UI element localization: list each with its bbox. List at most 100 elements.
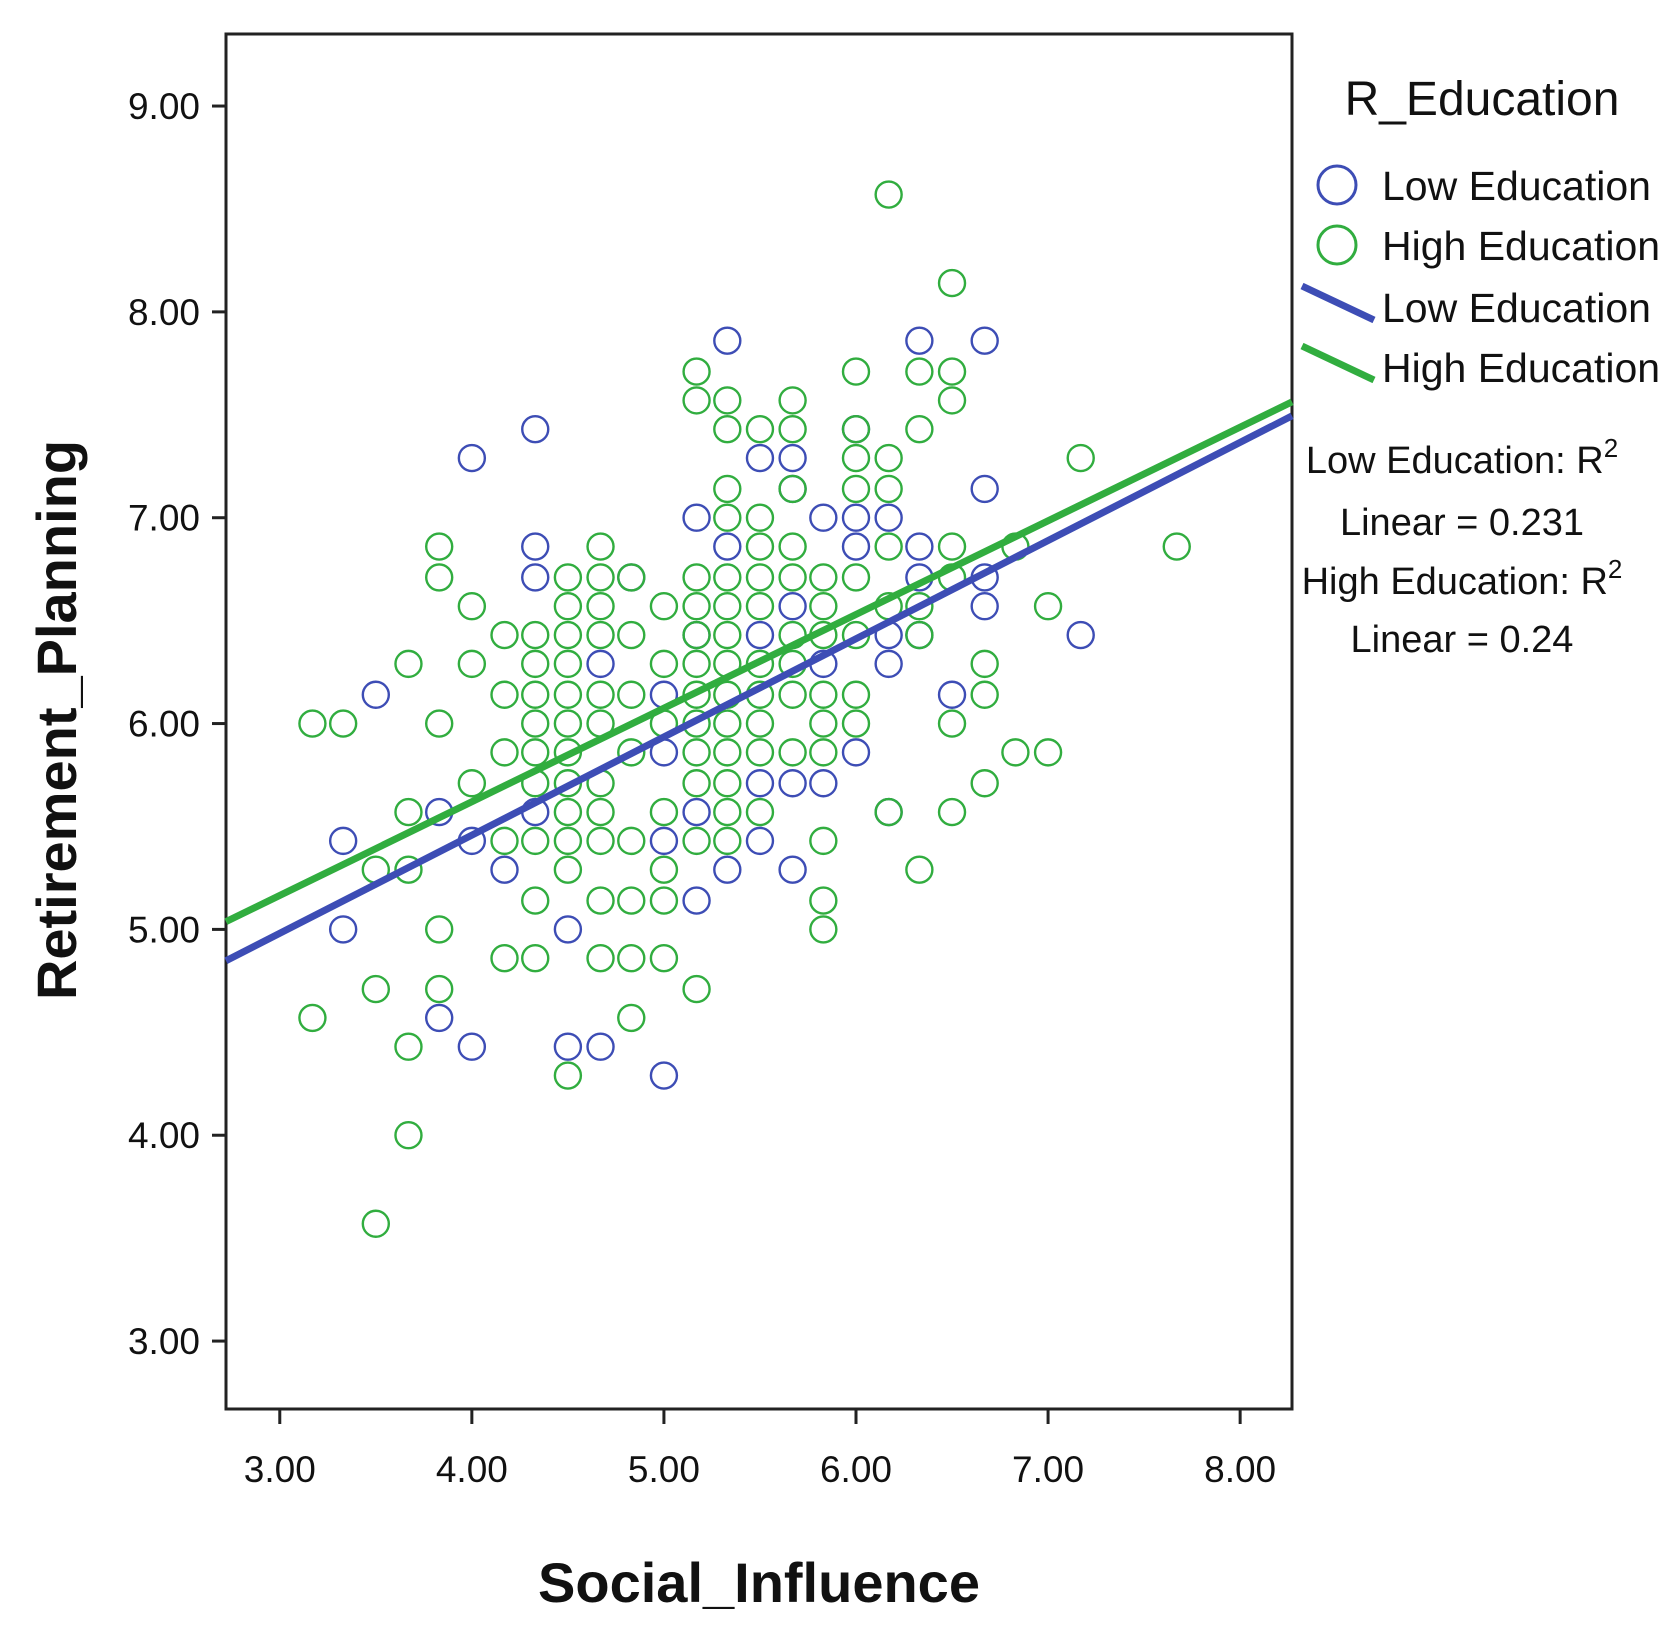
high-education-point — [521, 826, 550, 856]
high-education-point — [745, 415, 775, 444]
high-education-point — [553, 680, 583, 709]
high-education-point — [490, 826, 519, 856]
high-education-point — [682, 357, 711, 386]
high-education-point — [874, 797, 903, 827]
high-education-point — [649, 649, 679, 679]
high-education-point — [713, 738, 742, 767]
high-education-point — [713, 826, 742, 856]
high-education-point — [682, 738, 711, 767]
high-education-point — [713, 415, 742, 444]
high-education-point — [937, 357, 967, 386]
low-education-point — [682, 797, 711, 827]
high-education-point — [553, 563, 583, 592]
high-education-point — [745, 709, 775, 738]
low-education-point — [905, 326, 934, 355]
high-education-point — [713, 474, 742, 504]
high-education-point — [713, 797, 742, 827]
high-education-point — [937, 386, 967, 415]
low-education-point — [361, 680, 391, 709]
low-education-point — [905, 532, 934, 561]
high-education-point — [617, 1003, 646, 1033]
high-education-point — [521, 620, 550, 650]
low-education-point — [778, 443, 807, 473]
high-education-point — [778, 680, 807, 709]
low-education-point — [553, 915, 583, 944]
low-education-point — [809, 503, 838, 532]
high-education-point — [809, 915, 838, 944]
high-education-point — [425, 532, 454, 561]
low-education-point — [970, 326, 999, 355]
high-education-point — [425, 709, 454, 738]
high-education-point — [713, 709, 742, 738]
high-education-point — [298, 1003, 327, 1033]
high-education-point — [778, 415, 807, 444]
low-education-point — [553, 1032, 583, 1061]
high-education-point — [682, 563, 711, 592]
high-education-point — [905, 592, 934, 621]
high-education-point — [682, 592, 711, 621]
high-education-point — [841, 680, 871, 709]
y-tick-label: 4.00 — [128, 1115, 200, 1156]
high-education-point — [713, 769, 742, 798]
high-education-point — [649, 797, 679, 827]
high-education-point — [905, 357, 934, 386]
high-education-point — [521, 944, 550, 973]
high-education-point — [745, 592, 775, 621]
high-education-point — [713, 563, 742, 592]
high-education-point — [394, 797, 423, 827]
y-tick-label: 7.00 — [128, 498, 200, 539]
high-education-point — [617, 738, 646, 767]
high-education-point — [649, 944, 679, 973]
low-education-point — [778, 769, 807, 798]
high-education-point — [521, 709, 550, 738]
high-education-point — [970, 649, 999, 679]
high-education-point — [425, 974, 454, 1004]
high-education-point — [361, 974, 391, 1004]
high-education-point — [586, 620, 615, 650]
legend-label-high-marker: High Education — [1382, 223, 1660, 269]
high-education-point — [841, 443, 871, 473]
low-education-point — [713, 326, 742, 355]
low-education-point — [586, 649, 615, 679]
high-education-point — [778, 532, 807, 561]
high-education-point — [649, 855, 679, 884]
high-education-point — [553, 709, 583, 738]
x-tick-label: 6.00 — [820, 1449, 892, 1490]
low-education-point — [874, 649, 903, 679]
high-education-point — [457, 649, 487, 679]
low-education-point — [970, 474, 999, 504]
high-education-point — [778, 474, 807, 504]
high-education-point — [586, 797, 615, 827]
high-education-point — [874, 180, 903, 209]
y-tick-label: 9.00 — [128, 86, 200, 127]
low-education-point — [521, 532, 550, 561]
legend-line-low-education — [1300, 282, 1376, 324]
high-education-point — [745, 738, 775, 767]
x-tick-label: 7.00 — [1012, 1449, 1084, 1490]
high-education-point — [809, 563, 838, 592]
y-tick-label: 3.00 — [128, 1321, 200, 1362]
high-education-points — [298, 180, 1191, 1238]
high-education-point — [553, 620, 583, 650]
high-education-point — [809, 738, 838, 767]
high-education-point — [841, 357, 871, 386]
high-education-point — [841, 563, 871, 592]
low-education-fit-line — [224, 412, 1294, 964]
low-education-point — [1066, 620, 1095, 650]
low-education-point — [841, 503, 871, 532]
high-education-point — [425, 563, 454, 592]
high-education-point — [937, 532, 967, 561]
low-education-point — [649, 1061, 679, 1090]
high-education-fit-line — [224, 398, 1294, 925]
low-education-point — [649, 826, 679, 856]
low-education-point — [490, 855, 519, 884]
high-education-point — [682, 769, 711, 798]
x-tick-label: 5.00 — [628, 1449, 700, 1490]
high-education-point — [553, 826, 583, 856]
low-r2-label: Low Education: R2 — [1306, 433, 1618, 482]
x-tick-label: 8.00 — [1204, 1449, 1276, 1490]
high-education-point — [361, 1209, 391, 1238]
high-education-point — [394, 649, 423, 679]
low-education-point — [425, 1003, 454, 1033]
